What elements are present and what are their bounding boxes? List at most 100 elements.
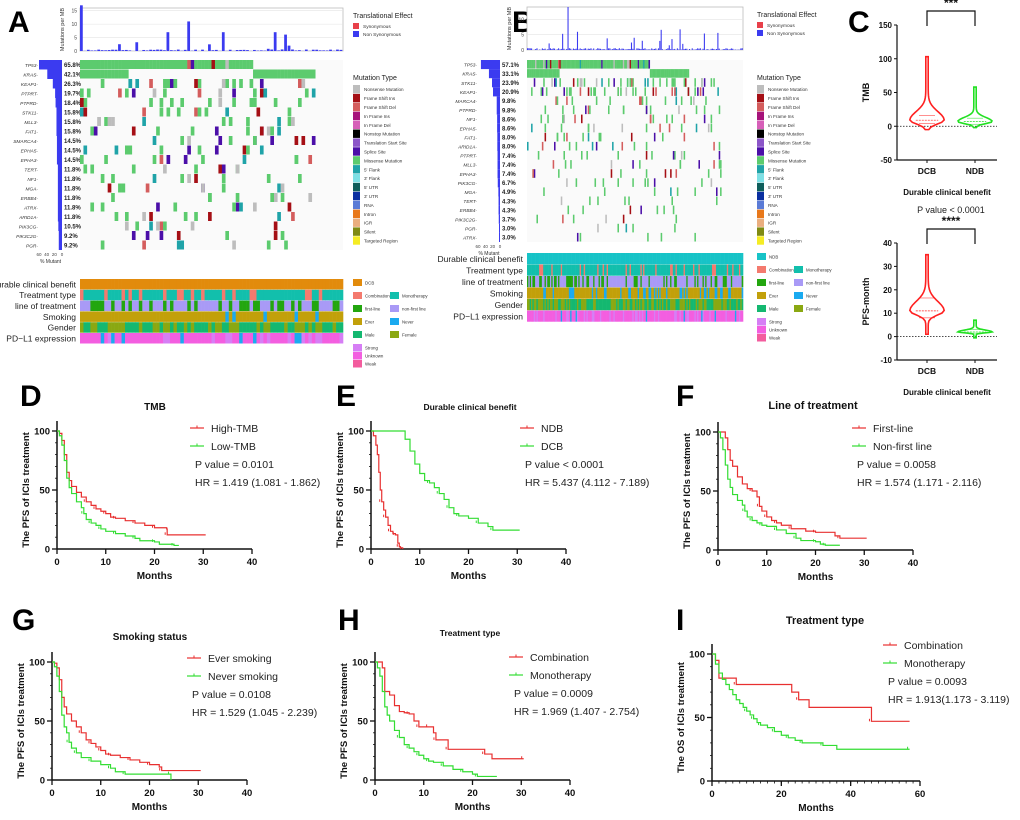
clinical-cell — [93, 311, 98, 322]
clinical-cell — [693, 287, 695, 299]
tmb-bar — [576, 31, 579, 50]
clinical-cell — [528, 310, 530, 322]
mutation-type-label: Intron — [768, 212, 780, 217]
mutation-cell — [124, 212, 129, 221]
clinical-cell — [683, 310, 686, 322]
tmb-tick-label: 0 — [521, 48, 524, 54]
mutation-cell — [259, 145, 264, 155]
clinical-cell — [246, 300, 250, 312]
clinical-cell — [190, 311, 195, 322]
mutation-cell — [131, 88, 136, 98]
mutation-cell — [694, 187, 696, 196]
mutation-type-label: Nonsense Mutation — [364, 87, 404, 92]
tmb-bar — [644, 48, 646, 50]
mutation-cell — [554, 60, 556, 69]
clinical-cell — [684, 264, 687, 276]
clinical-cell — [656, 253, 659, 265]
mutation-cell — [713, 78, 715, 87]
mutation-cell — [548, 60, 551, 69]
mutation-cell — [298, 79, 302, 88]
clinical-cell — [622, 264, 625, 276]
clinical-cell — [566, 299, 568, 311]
tmb-bar — [725, 48, 727, 50]
mutation-cell — [587, 105, 590, 115]
clinical-cell — [594, 310, 597, 322]
clinical-cell — [624, 264, 626, 276]
clinical-cell — [630, 276, 633, 288]
hazard-ratio-text: HR = 1.913(1.173 - 3.119) — [888, 694, 1010, 706]
mutation-type-swatch — [757, 85, 764, 94]
tmb-bar — [128, 50, 132, 51]
clinical-cell — [675, 287, 678, 299]
tmb-bar — [662, 49, 664, 50]
clinical-cell — [716, 264, 718, 276]
mutation-cell — [608, 60, 610, 69]
tmb-tick-label: 0 — [74, 49, 77, 55]
clinical-cell — [738, 310, 741, 322]
mutation-cell — [232, 60, 236, 69]
mutation-type-label: 5' UTR — [364, 185, 379, 190]
clinical-cell — [83, 322, 88, 333]
clinical-cell — [714, 299, 717, 311]
clinical-cell — [208, 289, 212, 301]
km-title: Smoking status — [113, 632, 188, 643]
mutation-cell — [632, 223, 634, 233]
clinical-cell — [537, 310, 540, 322]
tmb-bar — [339, 49, 343, 51]
clinical-cell — [635, 299, 637, 311]
clinical-cell — [632, 253, 634, 265]
mutation-cell — [570, 87, 572, 96]
clinical-cell — [532, 253, 535, 265]
clinical-cell — [571, 253, 574, 265]
mutation-cell — [583, 60, 586, 69]
mutation-cell — [311, 136, 316, 145]
clinical-cell — [705, 253, 707, 265]
mutation-cell — [311, 88, 316, 98]
clinical-cell — [190, 300, 195, 312]
clinical-track-label: PD−L1 expression — [6, 333, 76, 343]
percent-mutant-label: 11.8% — [64, 196, 81, 202]
clinical-cell — [683, 287, 686, 299]
gene-label: PIK3C2G- — [16, 234, 38, 240]
mutation-type-label: Missense Mutation — [364, 158, 403, 163]
clinical-cell — [670, 264, 672, 276]
clinical-cell — [651, 287, 653, 299]
clinical-cell — [601, 287, 603, 299]
mutation-cell — [242, 60, 247, 69]
percent-mutant-bar — [57, 212, 62, 222]
clinical-cell — [610, 276, 613, 288]
clinical-cell — [104, 311, 108, 322]
clinical-cell — [590, 253, 593, 265]
tmb-bar — [273, 32, 277, 51]
mutation-cell — [187, 174, 191, 183]
clinical-cell — [644, 310, 647, 322]
mutation-type-label: 5' Flank — [768, 167, 785, 172]
clinical-cell — [263, 279, 268, 290]
clinical-legend-swatch — [353, 360, 362, 368]
mutation-cell — [659, 69, 661, 78]
clinical-cell — [163, 279, 167, 290]
gene-label: NF1- — [466, 117, 477, 123]
percent-mutant-bar — [56, 145, 62, 155]
mutation-cell — [156, 60, 160, 69]
mutation-cell — [124, 60, 129, 69]
gene-label: PIK3CG- — [19, 224, 39, 230]
percent-mutant-label: 15.8% — [64, 111, 82, 117]
clinical-cell — [630, 310, 633, 322]
clinical-cell — [602, 299, 605, 311]
y-tick-label: 100 — [689, 650, 705, 661]
clinical-cell — [556, 299, 559, 311]
clinical-cell — [80, 289, 84, 301]
x-tick-label: 0 — [715, 558, 720, 569]
clinical-cell — [539, 276, 541, 288]
clinical-cell — [318, 333, 323, 344]
mutation-cell — [543, 187, 545, 196]
clinical-cell — [689, 264, 691, 276]
mutation-type-swatch — [757, 227, 764, 236]
clinical-cell — [549, 299, 552, 311]
clinical-cell — [618, 287, 621, 299]
clinical-cell — [163, 322, 167, 333]
clinical-cell — [541, 264, 544, 276]
clinical-cell — [667, 264, 670, 276]
clinical-cell — [686, 299, 688, 311]
